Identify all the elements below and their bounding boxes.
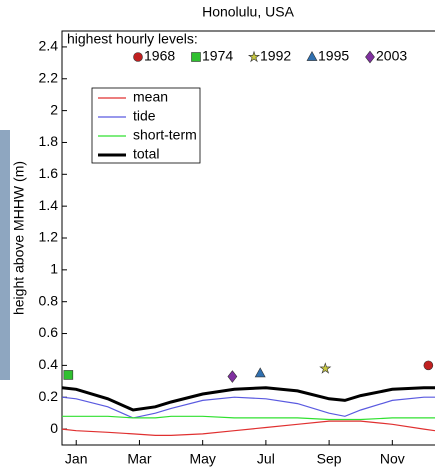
y-tick-label: 0	[50, 420, 58, 436]
marker-legend-symbol	[365, 50, 375, 64]
annotation: highest hourly levels:	[67, 31, 198, 47]
y-tick-label: 1	[50, 261, 58, 277]
x-tick-label: Sep	[317, 451, 342, 467]
series-line	[62, 415, 435, 421]
marker-legend-label: 2003	[376, 48, 407, 64]
y-tick-label: 2	[50, 101, 58, 117]
x-tick-label: Jan	[65, 451, 88, 467]
y-tick-label: 1.6	[39, 165, 59, 181]
y-tick-label: 2.4	[39, 38, 59, 54]
x-tick-label: Mar	[127, 451, 151, 467]
y-tick-label: 0.2	[39, 388, 59, 404]
marker-legend-symbol	[306, 50, 318, 61]
marker-legend-symbol	[133, 52, 143, 62]
legend-label: mean	[133, 89, 168, 105]
legend-label: total	[133, 146, 159, 162]
marker-legend-label: 1968	[144, 48, 175, 64]
marker-legend-symbol	[191, 52, 201, 62]
record-marker	[319, 362, 332, 374]
marker-legend-label: 1974	[202, 48, 233, 64]
x-tick-label: Jul	[257, 451, 275, 467]
marker-legend-symbol	[247, 50, 261, 63]
series-line	[61, 396, 435, 419]
x-tick-label: May	[189, 451, 215, 467]
photo-strip	[0, 130, 10, 380]
record-marker	[423, 360, 434, 371]
y-tick-label: 1.2	[39, 229, 59, 245]
marker-legend-label: 1995	[318, 48, 349, 64]
legend-box	[91, 87, 201, 164]
marker-legend-label: 1992	[260, 48, 291, 64]
y-tick-label: 0.4	[39, 356, 59, 372]
series-line	[61, 420, 435, 436]
series-line	[61, 386, 435, 412]
y-axis-label: height above MHHW (m)	[11, 161, 27, 315]
y-tick-label: 0.8	[39, 292, 59, 308]
x-tick-label: Nov	[380, 451, 405, 467]
y-tick-label: 1.8	[39, 133, 59, 149]
chart-title: Honolulu, USA	[202, 4, 294, 20]
record-marker	[254, 367, 266, 378]
record-marker	[227, 370, 238, 383]
y-tick-label: 0.6	[39, 324, 59, 340]
y-tick-label: 1.4	[39, 197, 59, 213]
legend-label: short-term	[133, 127, 197, 143]
record-marker	[63, 370, 74, 380]
y-tick-label: 2.2	[39, 69, 59, 85]
legend-label: tide	[133, 108, 156, 124]
